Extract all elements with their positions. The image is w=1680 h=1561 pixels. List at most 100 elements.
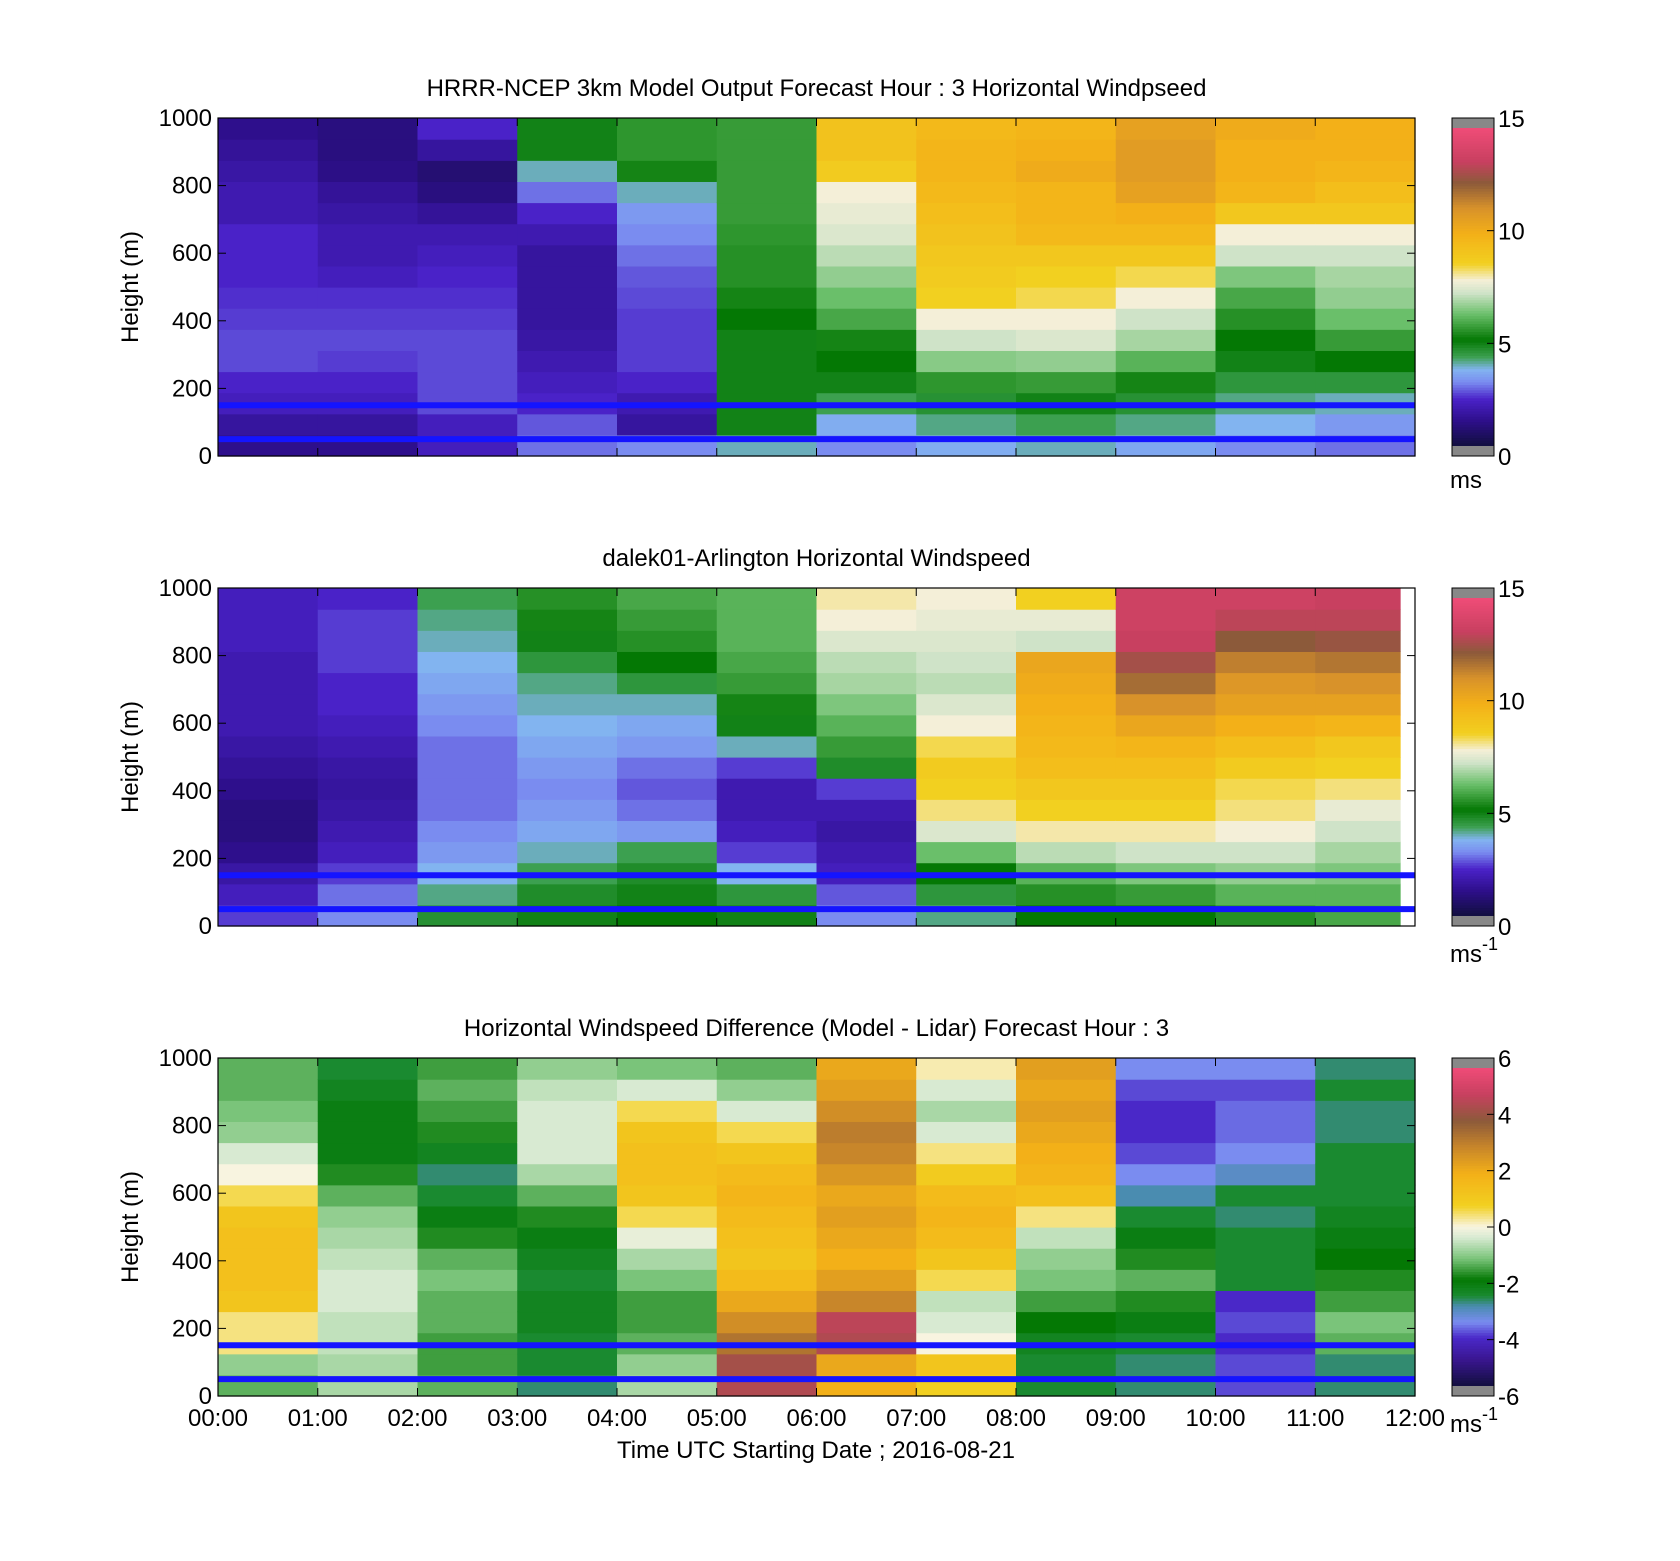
- colorbar-swatch: [1452, 416, 1494, 421]
- colorbar-swatch: [1452, 294, 1494, 299]
- colorbar-swatch: [1452, 1197, 1494, 1202]
- colorbar-swatch: [1452, 223, 1494, 227]
- colorbar-swatch: [1452, 1256, 1494, 1260]
- heatmap-cell: [317, 1100, 419, 1122]
- heatmap-cell: [916, 413, 1017, 436]
- colorbar-swatch: [1452, 1253, 1494, 1257]
- heatmap-cell: [1016, 1184, 1117, 1207]
- colorbar-swatch: [1452, 231, 1494, 235]
- colorbar-swatch: [1452, 1097, 1494, 1101]
- colorbar-swatch: [1452, 363, 1494, 368]
- colorbar-swatch: [1452, 1359, 1494, 1363]
- colorbar-swatch: [1452, 886, 1494, 891]
- heatmap-cell: [1315, 118, 1416, 140]
- colorbar-swatch: [1452, 316, 1494, 320]
- colorbar-swatch: [1452, 162, 1494, 166]
- colorbar-cap: [1452, 1386, 1494, 1396]
- colorbar-cap: [1452, 118, 1494, 128]
- colorbar-tick-label: 5: [1498, 331, 1511, 358]
- colorbar-swatch: [1452, 287, 1494, 291]
- heatmap-cell: [517, 1290, 618, 1313]
- heatmap-cell: [1115, 799, 1217, 821]
- x-tick-label: 07:00: [886, 1405, 946, 1432]
- heatmap-cell: [1215, 693, 1316, 716]
- colorbar-swatch: [1452, 1258, 1494, 1263]
- heatmap-cell: [517, 588, 618, 610]
- colorbar-swatch: [1452, 435, 1494, 439]
- heatmap-cell: [1115, 714, 1217, 737]
- heatmap-cell: [816, 1100, 917, 1122]
- heatmap-cell: [317, 820, 419, 843]
- heatmap-cell: [1016, 329, 1117, 351]
- colorbar-swatch: [1452, 1364, 1494, 1369]
- colorbar-swatch: [1452, 135, 1494, 140]
- heatmap-cell: [1016, 118, 1117, 140]
- y-tick-label: 600: [172, 710, 212, 737]
- colorbar: 0 5 10 15 ms-1: [1450, 576, 1525, 968]
- colorbar-swatch: [1452, 828, 1494, 832]
- heatmap-cell: [517, 735, 618, 758]
- colorbar-swatch: [1452, 706, 1494, 710]
- heatmap-cell: [417, 413, 518, 436]
- heatmap-cell: [317, 350, 419, 373]
- heatmap-cell: [218, 413, 319, 436]
- heatmap-cell: [1315, 1227, 1416, 1249]
- colorbar-swatch: [1452, 157, 1494, 161]
- heatmap-cell: [1115, 1205, 1217, 1228]
- heatmap-cell: [417, 329, 518, 351]
- heatmap-cell: [1016, 883, 1117, 906]
- heatmap-cell: [517, 1205, 618, 1228]
- colorbar-swatch: [1452, 1086, 1494, 1090]
- heatmap-cell: [716, 329, 818, 351]
- colorbar-swatch: [1452, 778, 1494, 782]
- colorbar-swatch: [1452, 273, 1494, 277]
- colorbar-swatch: [1452, 1282, 1494, 1286]
- colorbar-swatch: [1452, 788, 1494, 793]
- colorbar-swatch: [1452, 645, 1494, 649]
- colorbar-swatch: [1452, 669, 1494, 673]
- colorbar-swatch: [1452, 1298, 1494, 1302]
- colorbar-swatch: [1452, 1261, 1494, 1265]
- y-tick-label: 200: [172, 845, 212, 872]
- colorbar-swatch: [1452, 1105, 1494, 1109]
- heatmap-cell: [1016, 1311, 1117, 1334]
- heatmap-cell: [1215, 799, 1316, 821]
- colorbar-swatch: [1452, 1375, 1494, 1379]
- heatmap-cell: [517, 820, 618, 843]
- heatmap-cell: [417, 1058, 518, 1080]
- heatmap-cell: [1315, 308, 1416, 330]
- heatmap-cell: [1115, 672, 1217, 695]
- heatmap-cell: [1016, 1142, 1117, 1165]
- heatmap-cell: [417, 1184, 518, 1207]
- heatmap-cell: [1016, 841, 1117, 864]
- heatmap-cell: [816, 118, 917, 140]
- colorbar-swatch: [1452, 334, 1494, 338]
- heatmap-cell: [517, 1353, 618, 1376]
- colorbar-swatch: [1452, 817, 1494, 822]
- heatmap-cell: [1215, 350, 1316, 373]
- heatmap-cell: [517, 651, 618, 674]
- colorbar-swatch: [1452, 865, 1494, 869]
- x-tick-label: 00:00: [188, 1405, 248, 1432]
- colorbar-swatch: [1452, 130, 1494, 134]
- heatmap-cell: [317, 883, 419, 906]
- colorbar-swatch: [1452, 1348, 1494, 1353]
- heatmap-cell: [617, 1248, 718, 1270]
- colorbar-swatch: [1452, 1234, 1494, 1239]
- colorbar-swatch: [1452, 443, 1494, 447]
- colorbar-swatch: [1452, 1319, 1494, 1323]
- heatmap-cell: [916, 202, 1017, 225]
- y-tick-label: 400: [172, 1248, 212, 1275]
- heatmap-cell: [617, 651, 718, 674]
- colorbar-swatch: [1452, 374, 1494, 378]
- colorbar-swatch: [1452, 234, 1494, 238]
- heatmap-cell: [716, 1311, 818, 1334]
- heatmap-cell: [1215, 714, 1316, 737]
- heatmap-cell: [816, 265, 917, 288]
- heatmap-cell: [816, 588, 917, 610]
- heatmap-cell: [1115, 244, 1217, 267]
- heatmap-cell: [218, 181, 319, 204]
- heatmap-cell: [617, 841, 718, 864]
- heatmap-cell: [716, 630, 818, 652]
- heatmap-cell: [1315, 1311, 1416, 1334]
